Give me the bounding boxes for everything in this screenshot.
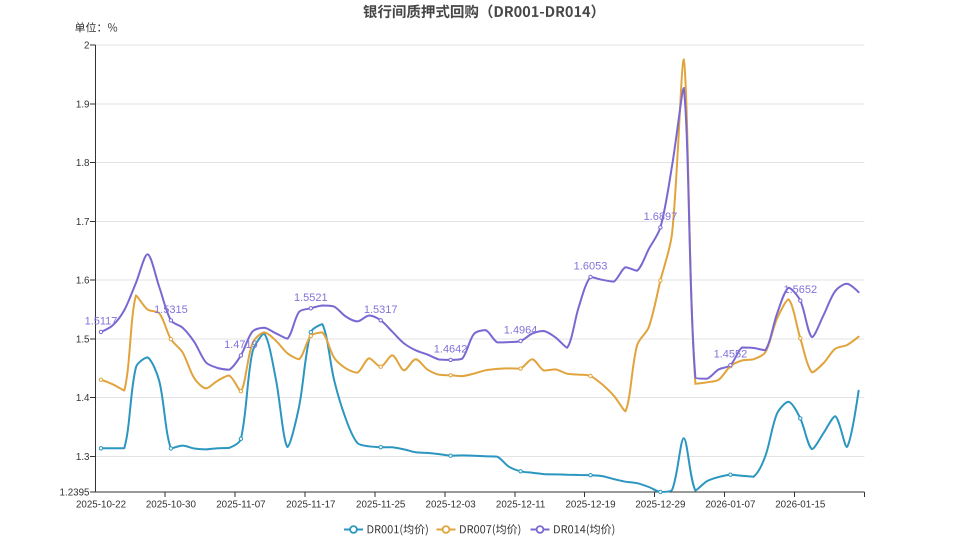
- svg-text:1.7: 1.7: [76, 217, 90, 228]
- svg-text:2: 2: [84, 41, 89, 52]
- svg-text:1.5521: 1.5521: [294, 292, 328, 304]
- svg-text:1.9: 1.9: [76, 99, 90, 110]
- svg-text:1.4719: 1.4719: [224, 339, 258, 351]
- svg-text:2025-10-30: 2025-10-30: [146, 500, 197, 511]
- svg-text:1.6897: 1.6897: [644, 211, 678, 223]
- svg-text:1.6: 1.6: [76, 276, 90, 287]
- svg-text:1.2395: 1.2395: [60, 488, 91, 499]
- svg-text:1.8: 1.8: [76, 158, 90, 169]
- svg-text:1.5: 1.5: [76, 334, 90, 345]
- svg-text:2025-12-03: 2025-12-03: [426, 500, 477, 511]
- svg-text:2025-11-07: 2025-11-07: [216, 500, 265, 511]
- svg-text:2025-12-19: 2025-12-19: [565, 500, 615, 511]
- svg-text:2025-12-11: 2025-12-11: [496, 500, 545, 511]
- svg-text:1.5315: 1.5315: [154, 304, 188, 316]
- svg-text:1.5652: 1.5652: [783, 284, 817, 296]
- svg-text:1.3: 1.3: [76, 452, 90, 463]
- svg-text:2025-11-25: 2025-11-25: [356, 500, 406, 511]
- svg-text:2025-12-29: 2025-12-29: [635, 500, 685, 511]
- svg-text:1.6053: 1.6053: [574, 261, 608, 273]
- svg-text:1.5117: 1.5117: [85, 316, 118, 328]
- svg-text:2026-01-07: 2026-01-07: [705, 500, 755, 511]
- svg-text:1.4: 1.4: [76, 393, 90, 404]
- svg-text:2026-01-15: 2026-01-15: [775, 500, 826, 511]
- svg-text:1.4642: 1.4642: [434, 343, 468, 355]
- svg-text:2025-11-17: 2025-11-17: [286, 500, 335, 511]
- svg-text:2025-10-22: 2025-10-22: [76, 500, 126, 511]
- svg-text:1.5317: 1.5317: [364, 304, 398, 316]
- svg-text:1.4552: 1.4552: [714, 349, 748, 361]
- svg-text:1.4964: 1.4964: [504, 325, 538, 337]
